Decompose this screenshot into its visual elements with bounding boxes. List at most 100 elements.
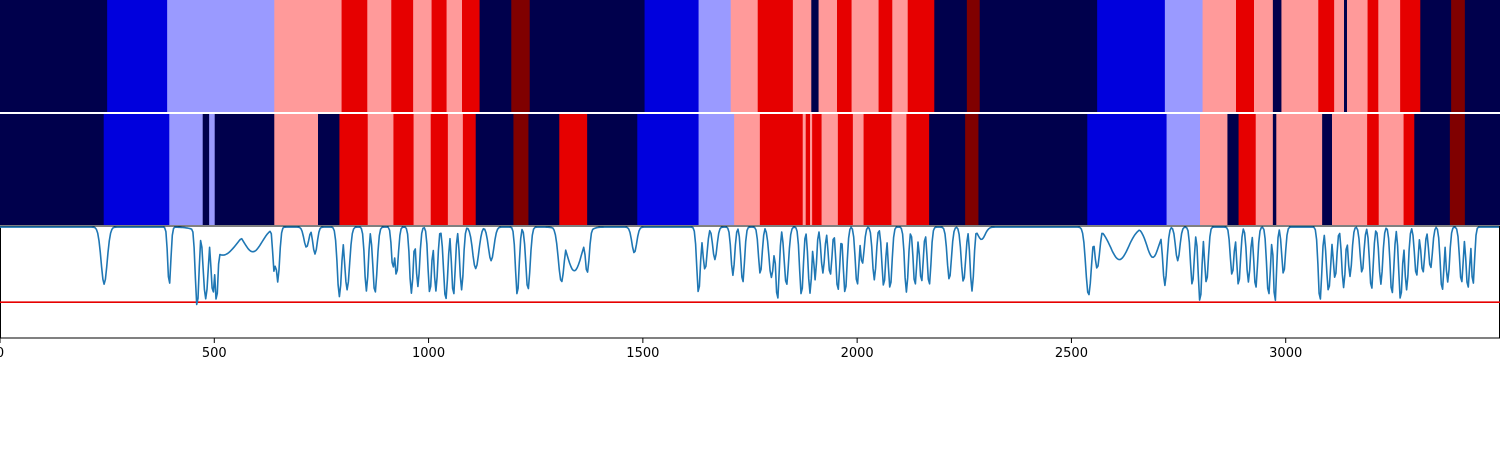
heatmap-segment — [1238, 114, 1257, 225]
heatmap-segment — [1200, 114, 1229, 225]
heatmap-segment — [413, 0, 433, 112]
heatmap-segment — [818, 0, 838, 112]
heatmap-segment — [1097, 0, 1166, 112]
heatmap-segment — [367, 114, 395, 225]
heatmap-segment — [878, 0, 893, 112]
x-tick-label: 500 — [202, 346, 227, 361]
heatmap-segment — [852, 114, 865, 225]
heatmap-segment — [1227, 114, 1240, 225]
heatmap-segment — [511, 0, 531, 112]
heatmap-segment — [1166, 114, 1201, 225]
heatmap-segment — [367, 0, 392, 112]
heatmap-segment — [559, 114, 588, 225]
heatmap-segment — [811, 0, 820, 112]
heatmap-segment — [698, 0, 732, 112]
heatmap-segment — [1344, 0, 1348, 112]
heatmap-segment — [906, 114, 930, 225]
heatmap-segment — [1449, 114, 1466, 225]
heatmap-segment — [103, 114, 170, 225]
heatmap-segment — [802, 114, 807, 225]
heatmap-segment — [1367, 0, 1379, 112]
heatmap-segment — [837, 114, 854, 225]
heatmap-segment — [734, 114, 761, 225]
heatmap-segment — [1236, 0, 1255, 112]
line-panel — [0, 225, 1500, 339]
heatmap-segment — [837, 0, 853, 112]
heatmap-segment — [851, 0, 880, 112]
heatmap-segment — [391, 0, 414, 112]
heatmap-segment — [1403, 114, 1415, 225]
heatmap-segment — [169, 114, 204, 225]
heatmap-segment — [1464, 114, 1500, 225]
heatmap-segment — [202, 114, 210, 225]
x-tick-label: 3000 — [1269, 346, 1302, 361]
heatmap-segment — [1255, 114, 1274, 225]
heatmap-segment — [759, 114, 804, 225]
heatmap-segment — [318, 114, 341, 225]
heatmap-segment — [1202, 0, 1237, 112]
heatmap-segment — [462, 0, 481, 112]
heatmap-segment — [757, 0, 794, 112]
heatmap-segment — [805, 114, 811, 225]
heatmap-segment — [393, 114, 415, 225]
heatmap-segment — [528, 114, 560, 225]
heatmap-segment — [863, 114, 893, 225]
heatmap-segment — [0, 0, 108, 112]
line-panel-frame — [0, 225, 1500, 339]
heatmap-segment — [1367, 114, 1380, 225]
heatmap-segment — [1347, 0, 1369, 112]
heatmap-segment — [1318, 0, 1335, 112]
heatmap-segment — [167, 0, 275, 112]
heatmap-segment — [1087, 114, 1168, 225]
heatmap-segment — [644, 0, 700, 112]
heatmap-segment — [965, 114, 980, 225]
x-tick-label: 1500 — [626, 346, 659, 361]
heatmap-segment — [966, 0, 981, 112]
heatmap-segment — [730, 0, 759, 112]
heatmap-segment — [1334, 0, 1345, 112]
heatmap-segment — [479, 0, 512, 112]
heatmap-segment — [587, 114, 638, 225]
heatmap-segment — [209, 114, 216, 225]
x-tick-label: 0 — [0, 346, 4, 361]
heatmap-segment — [274, 0, 343, 112]
heatmap-track-1 — [0, 0, 1500, 112]
heatmap-segment — [513, 114, 530, 225]
signal-line — [0, 226, 1500, 306]
heatmap-segment — [1254, 0, 1274, 112]
heatmap-segment — [1414, 114, 1451, 225]
heatmap-segment — [979, 0, 1098, 112]
heatmap-segment — [413, 114, 432, 225]
heatmap-segment — [274, 114, 319, 225]
heatmap-segment — [821, 114, 839, 225]
x-tick-label: 2500 — [1055, 346, 1088, 361]
heatmap-segment — [430, 114, 449, 225]
x-axis: 0 500 1000 1500 2000 2500 3000 — [0, 338, 1302, 361]
heatmap-segment — [1276, 114, 1323, 225]
heatmap-segment — [431, 0, 448, 112]
heatmap-segment — [1400, 0, 1421, 112]
heatmap-segment — [447, 114, 464, 225]
heatmap-segment — [1464, 0, 1500, 112]
heatmap-segment — [1272, 114, 1277, 225]
heatmap-segment — [1322, 114, 1333, 225]
heatmap-segment — [810, 114, 813, 225]
heatmap-segment — [698, 114, 735, 225]
heatmap-segment — [892, 0, 909, 112]
heatmap-segment — [1272, 0, 1283, 112]
heatmap-segment — [637, 114, 700, 225]
heatmap-segment — [1378, 114, 1405, 225]
heatmap-segment — [929, 114, 966, 225]
heatmap-segment — [934, 0, 968, 112]
heatmap-segment — [792, 0, 812, 112]
heatmap-segment — [1420, 0, 1452, 112]
heatmap-segment — [1281, 0, 1319, 112]
heatmap-segment — [475, 114, 515, 225]
heatmap-segment — [339, 114, 369, 225]
heatmap-segment — [446, 0, 463, 112]
x-tick-label: 2000 — [841, 346, 874, 361]
heatmap-segment — [529, 0, 646, 112]
heatmap-segment — [812, 114, 823, 225]
heatmap-segment — [462, 114, 477, 225]
